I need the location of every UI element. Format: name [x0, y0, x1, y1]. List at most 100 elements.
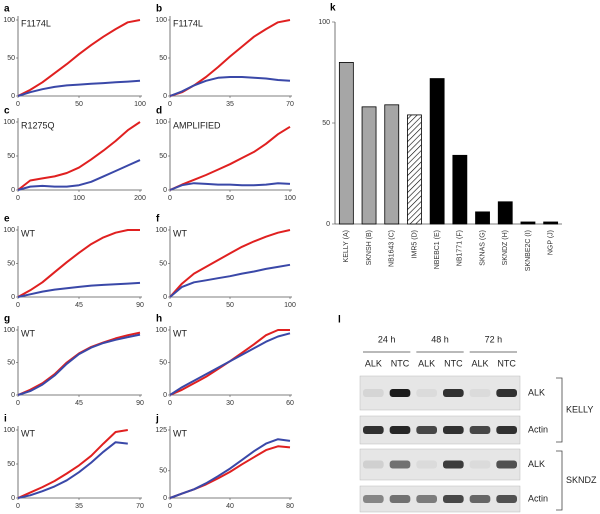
annotation: F1174L: [21, 18, 51, 28]
x-tick-label: 45: [75, 400, 83, 407]
panel-letter: h: [156, 314, 162, 325]
row-label: ALK: [528, 387, 545, 397]
x-tick-label: 100: [73, 195, 85, 202]
y-tick-label: 50: [159, 359, 167, 366]
blot-strip: [359, 448, 521, 481]
group-label: SKNDZ: [566, 475, 597, 485]
y-tick-label: 0: [163, 294, 167, 301]
annotation: AMPLIFIED: [173, 120, 221, 130]
bar: [497, 201, 513, 225]
y-tick-label: 0: [163, 187, 167, 194]
bar: [361, 106, 377, 225]
band: [496, 389, 517, 397]
panel-letter: l: [338, 315, 341, 326]
band: [363, 426, 384, 434]
panel-letter: k: [330, 3, 336, 14]
x-tick-label: 100: [284, 195, 296, 202]
x-tick-label: 35: [75, 503, 83, 510]
band: [443, 495, 464, 503]
x-tick-label: 0: [16, 503, 20, 510]
x-tick-label: 0: [168, 195, 172, 202]
lane-label: ALK: [471, 358, 488, 368]
line-series: [17, 441, 128, 499]
band: [469, 495, 491, 503]
x-tick-label: SKNAS (G): [479, 230, 486, 266]
blot-strip: [359, 485, 521, 513]
lane-label: NTC: [497, 358, 516, 368]
annotation: WT: [21, 328, 35, 338]
bar: [338, 62, 354, 225]
x-tick-label: 90: [136, 400, 144, 407]
x-tick-label: 0: [168, 302, 172, 309]
group-bracket: [556, 450, 563, 511]
band: [469, 426, 491, 434]
row-label: ALK: [528, 459, 545, 469]
panel-letter: d: [156, 106, 162, 117]
band: [469, 460, 491, 469]
x-tick-label: 0: [16, 195, 20, 202]
y-tick-label: 50: [7, 153, 15, 160]
line-series: [17, 333, 141, 396]
line-series: [17, 121, 141, 191]
x-tick-label: KELLY (A): [343, 230, 350, 262]
x-tick-label: 100: [284, 302, 296, 309]
line-series: [169, 76, 291, 97]
line-series: [17, 19, 141, 97]
x-tick-label: SKNSH (B): [366, 230, 373, 265]
bar: [475, 211, 490, 225]
x-tick-label: 60: [286, 400, 294, 407]
panel-letter: g: [4, 314, 10, 325]
bar: [452, 154, 468, 225]
panel-letter: b: [156, 4, 162, 15]
y-tick-label: 0: [11, 93, 15, 100]
annotation: WT: [21, 428, 35, 438]
line-series: [169, 438, 291, 499]
y-tick-label: 100: [3, 327, 15, 334]
y-tick-label: 0: [11, 392, 15, 399]
band: [469, 389, 491, 397]
x-tick-label: 0: [168, 503, 172, 510]
x-tick-label: 40: [226, 503, 234, 510]
y-tick-label: 50: [322, 120, 330, 127]
y-tick-label: 100: [3, 119, 15, 126]
x-tick-label: SKNDZ (H): [502, 230, 509, 265]
x-tick-label: 70: [286, 101, 294, 108]
y-tick-label: 0: [163, 495, 167, 502]
y-tick-label: 100: [3, 227, 15, 234]
line-series: [17, 429, 128, 499]
annotation: WT: [21, 228, 35, 238]
band: [416, 460, 437, 469]
group-bracket: [556, 377, 563, 443]
x-tick-label: 50: [226, 195, 234, 202]
line-series: [169, 263, 291, 298]
band: [389, 389, 411, 397]
x-tick-label: NB1771 (F): [457, 230, 464, 266]
panel-letter: a: [4, 4, 10, 15]
panel-letter: j: [155, 414, 159, 425]
annotation: WT: [173, 428, 187, 438]
lane-label: NTC: [391, 358, 410, 368]
y-tick-label: 0: [163, 392, 167, 399]
y-tick-label: 50: [159, 468, 167, 475]
row-label: Actin: [528, 493, 548, 503]
x-tick-label: IMR5 (D): [411, 230, 418, 258]
line-series: [169, 125, 291, 191]
y-tick-label: 50: [7, 55, 15, 62]
y-tick-label: 125: [155, 427, 167, 434]
line-series: [17, 79, 141, 97]
time-label: 48 h: [431, 334, 449, 344]
row-label: Actin: [528, 424, 548, 434]
x-tick-label: 0: [168, 400, 172, 407]
band: [363, 389, 384, 397]
y-tick-label: 0: [11, 187, 15, 194]
blot-strip: [359, 375, 521, 411]
y-tick-label: 50: [7, 260, 15, 267]
line-series: [169, 445, 291, 499]
y-tick-label: 50: [159, 153, 167, 160]
band: [443, 426, 464, 434]
x-tick-label: 0: [16, 101, 20, 108]
line-series: [169, 332, 291, 396]
bar: [520, 221, 536, 225]
x-tick-label: 35: [226, 101, 234, 108]
